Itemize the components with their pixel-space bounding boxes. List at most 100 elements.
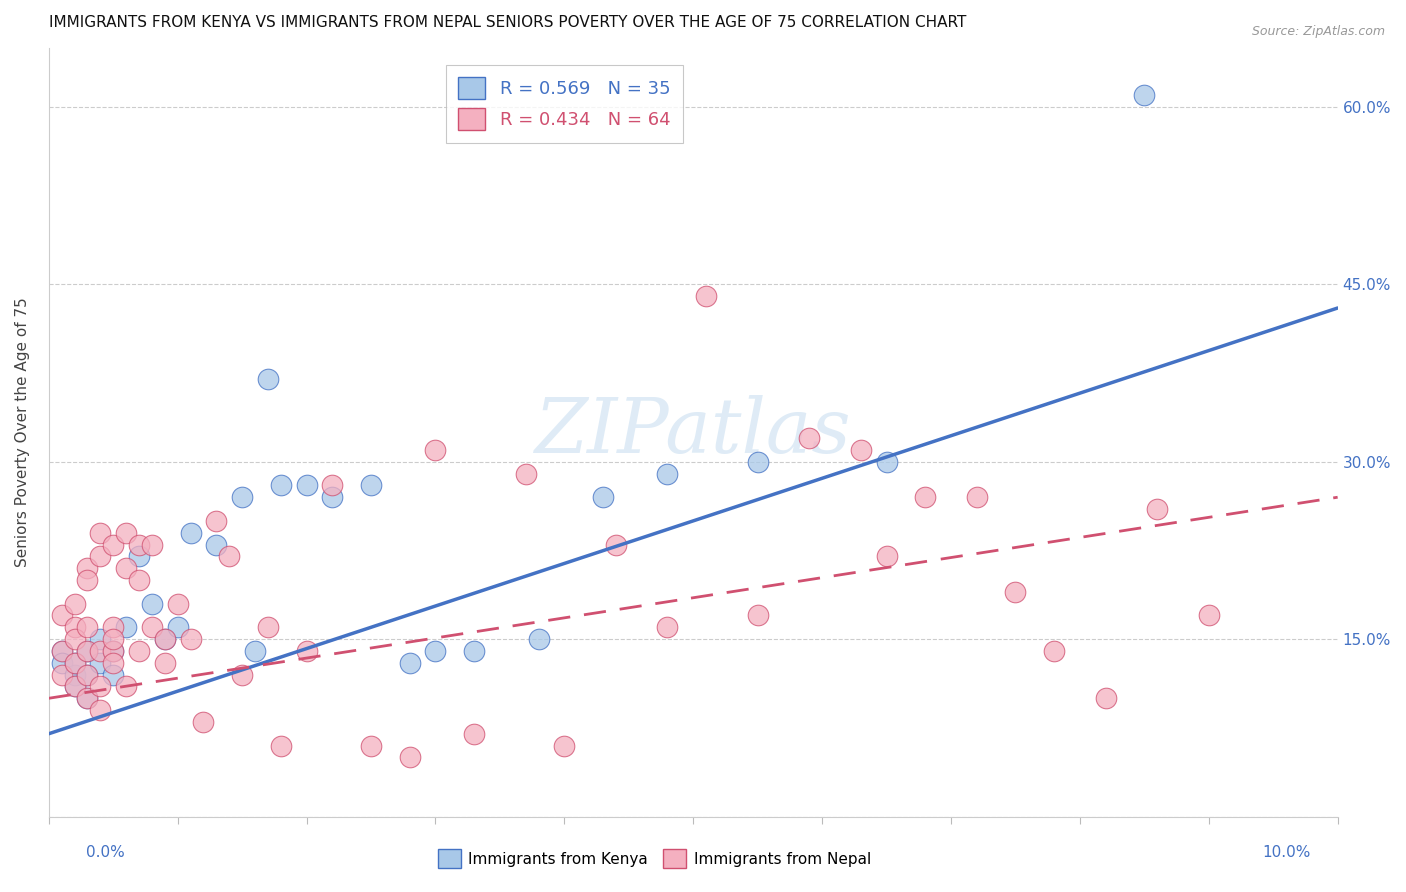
Point bbox=[205, 537, 228, 551]
Point bbox=[398, 656, 420, 670]
Point bbox=[799, 431, 821, 445]
Point bbox=[605, 537, 627, 551]
Point bbox=[657, 620, 679, 634]
Point bbox=[115, 680, 138, 694]
Point bbox=[747, 608, 769, 623]
Point bbox=[76, 644, 98, 658]
Point bbox=[360, 739, 382, 753]
Point bbox=[76, 561, 98, 575]
Point bbox=[76, 667, 98, 681]
Point bbox=[1146, 502, 1168, 516]
Point bbox=[270, 739, 292, 753]
Point bbox=[51, 644, 73, 658]
Point bbox=[1004, 584, 1026, 599]
Point bbox=[876, 455, 898, 469]
Point bbox=[553, 739, 575, 753]
Point bbox=[115, 620, 138, 634]
Point bbox=[63, 597, 86, 611]
Point bbox=[103, 667, 125, 681]
Point bbox=[89, 680, 111, 694]
Point bbox=[51, 667, 73, 681]
Legend: R = 0.569   N = 35, R = 0.434   N = 64: R = 0.569 N = 35, R = 0.434 N = 64 bbox=[446, 64, 683, 143]
Point bbox=[51, 656, 73, 670]
Point bbox=[103, 644, 125, 658]
Point bbox=[1198, 608, 1220, 623]
Point bbox=[270, 478, 292, 492]
Text: Source: ZipAtlas.com: Source: ZipAtlas.com bbox=[1251, 25, 1385, 38]
Point bbox=[153, 656, 176, 670]
Point bbox=[1043, 644, 1066, 658]
Point bbox=[51, 644, 73, 658]
Text: ZIPatlas: ZIPatlas bbox=[534, 395, 852, 469]
Point bbox=[295, 478, 318, 492]
Point bbox=[463, 727, 485, 741]
Point bbox=[103, 644, 125, 658]
Point bbox=[63, 632, 86, 647]
Point bbox=[103, 656, 125, 670]
Point bbox=[63, 656, 86, 670]
Point bbox=[180, 632, 202, 647]
Point bbox=[515, 467, 537, 481]
Point bbox=[592, 490, 614, 504]
Point bbox=[257, 372, 280, 386]
Point bbox=[76, 644, 98, 658]
Text: IMMIGRANTS FROM KENYA VS IMMIGRANTS FROM NEPAL SENIORS POVERTY OVER THE AGE OF 7: IMMIGRANTS FROM KENYA VS IMMIGRANTS FROM… bbox=[49, 15, 966, 30]
Point bbox=[166, 597, 188, 611]
Point bbox=[76, 573, 98, 587]
Point bbox=[243, 644, 266, 658]
Point bbox=[63, 620, 86, 634]
Point bbox=[76, 691, 98, 706]
Point bbox=[153, 632, 176, 647]
Y-axis label: Seniors Poverty Over the Age of 75: Seniors Poverty Over the Age of 75 bbox=[15, 297, 30, 567]
Point bbox=[76, 620, 98, 634]
Point bbox=[360, 478, 382, 492]
Point bbox=[527, 632, 550, 647]
Point bbox=[76, 691, 98, 706]
Point bbox=[657, 467, 679, 481]
Point bbox=[63, 667, 86, 681]
Point bbox=[876, 549, 898, 564]
Point bbox=[89, 644, 111, 658]
Point bbox=[128, 537, 150, 551]
Point bbox=[321, 478, 343, 492]
Point bbox=[128, 573, 150, 587]
Point bbox=[128, 549, 150, 564]
Point bbox=[76, 667, 98, 681]
Point bbox=[63, 656, 86, 670]
Point bbox=[849, 442, 872, 457]
Point bbox=[398, 750, 420, 764]
Point bbox=[966, 490, 988, 504]
Point bbox=[231, 490, 253, 504]
Point bbox=[128, 644, 150, 658]
Point bbox=[257, 620, 280, 634]
Point bbox=[425, 442, 447, 457]
Point bbox=[1133, 88, 1156, 103]
Point bbox=[295, 644, 318, 658]
Point bbox=[141, 620, 163, 634]
Point bbox=[103, 537, 125, 551]
Point bbox=[218, 549, 240, 564]
Point bbox=[89, 656, 111, 670]
Point bbox=[141, 537, 163, 551]
Point bbox=[231, 667, 253, 681]
Point bbox=[321, 490, 343, 504]
Point bbox=[193, 714, 215, 729]
Point bbox=[914, 490, 936, 504]
Point bbox=[180, 525, 202, 540]
Point bbox=[89, 632, 111, 647]
Point bbox=[141, 597, 163, 611]
Point bbox=[747, 455, 769, 469]
Point bbox=[425, 644, 447, 658]
Point bbox=[89, 703, 111, 717]
Text: 10.0%: 10.0% bbox=[1263, 846, 1310, 860]
Point bbox=[166, 620, 188, 634]
Point bbox=[51, 608, 73, 623]
Point bbox=[63, 680, 86, 694]
Point bbox=[89, 525, 111, 540]
Point bbox=[63, 680, 86, 694]
Point bbox=[103, 632, 125, 647]
Point bbox=[89, 549, 111, 564]
Text: 0.0%: 0.0% bbox=[86, 846, 125, 860]
Point bbox=[205, 514, 228, 528]
Point bbox=[1094, 691, 1116, 706]
